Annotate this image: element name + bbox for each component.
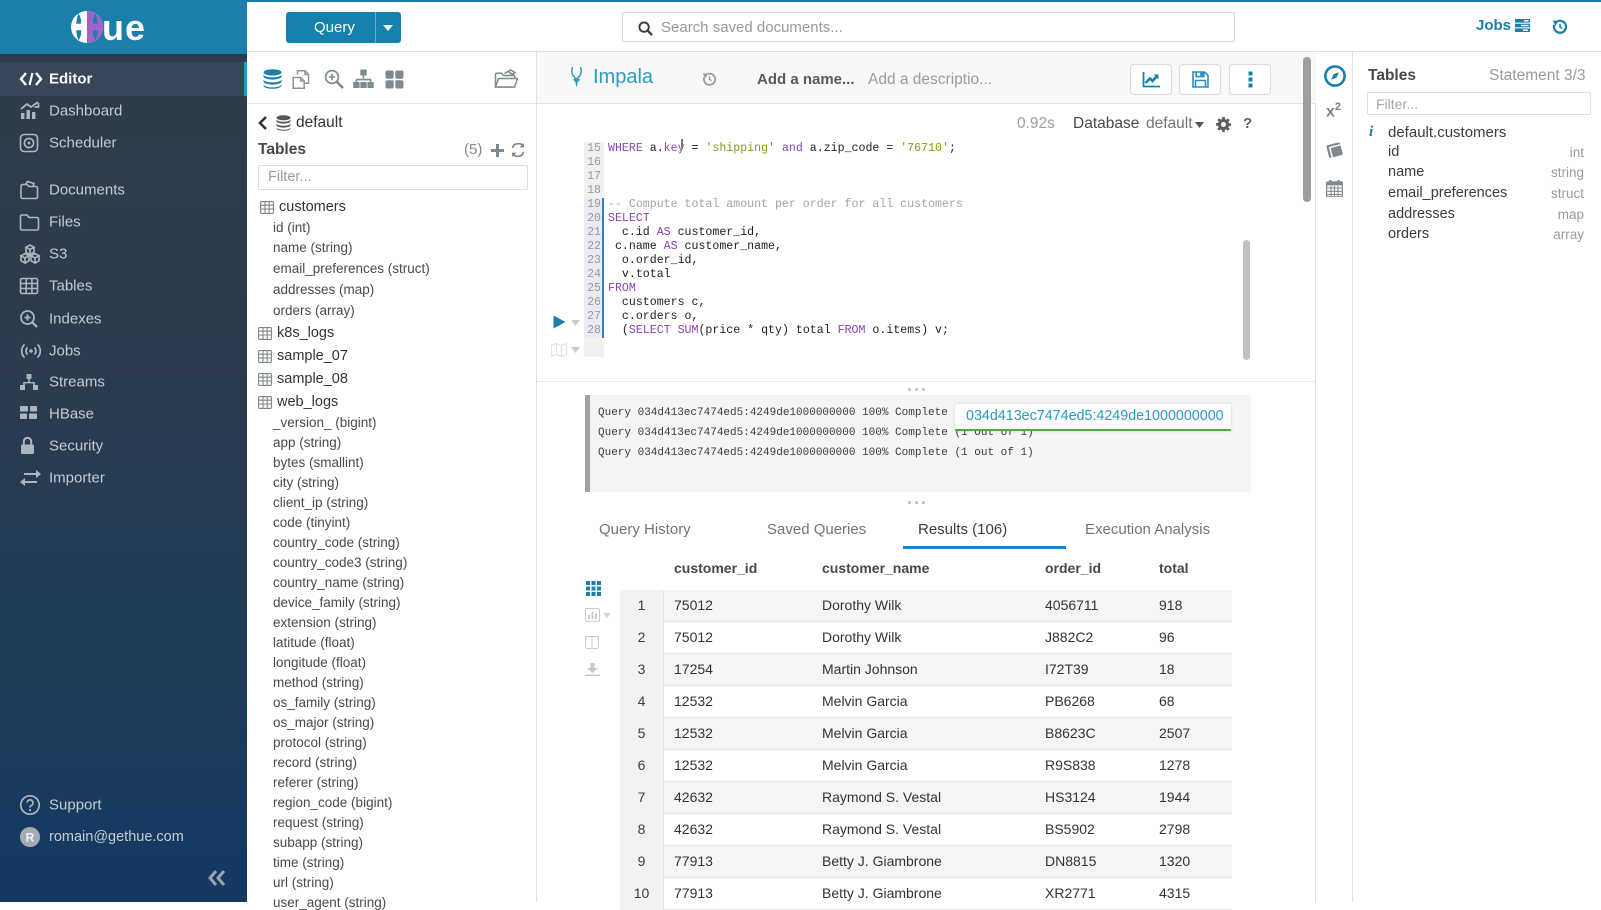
svg-text:R: R: [26, 831, 35, 845]
svg-text:ue: ue: [102, 9, 146, 45]
